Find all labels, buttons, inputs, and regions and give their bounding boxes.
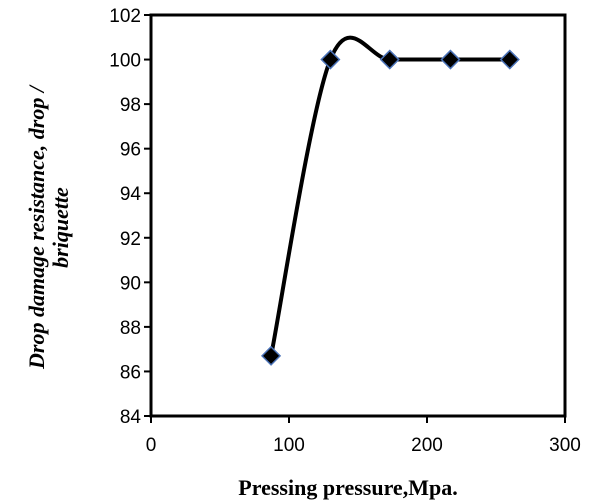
x-tick-label: 100 <box>273 435 305 456</box>
y-tick-label: 100 <box>109 51 141 72</box>
y-axis-title: Drop damage resistance, drop / briquette <box>24 84 73 370</box>
y-tick-label: 92 <box>120 229 141 250</box>
y-tick-label: 96 <box>120 140 141 161</box>
x-tick-label: 300 <box>549 435 581 456</box>
x-tick-labels: 0 100 200 300 <box>146 435 581 456</box>
series-line <box>269 35 512 358</box>
y-tick-label: 90 <box>120 273 141 294</box>
data-markers <box>260 49 520 366</box>
plot-area-frame <box>149 13 567 418</box>
y-tick-label: 88 <box>120 318 141 339</box>
data-point-marker <box>499 49 520 70</box>
y-axis-title-line: Drop damage resistance, drop / <box>24 84 49 370</box>
data-point-marker <box>320 49 341 70</box>
x-tick-label: 0 <box>146 435 157 456</box>
x-axis-title: Pressing pressure,Mpa. <box>238 475 457 500</box>
y-tick-label: 94 <box>120 184 142 205</box>
y-tick-labels: 84 86 88 90 92 94 96 98 100 102 <box>109 6 141 428</box>
y-tick-label: 84 <box>120 407 142 428</box>
data-point-marker <box>440 49 461 70</box>
y-tick-label: 102 <box>109 6 141 27</box>
y-axis-title-line: briquette <box>48 187 73 268</box>
x-tick-label: 200 <box>411 435 443 456</box>
y-tick-label: 98 <box>120 95 141 116</box>
data-point-marker <box>379 49 400 70</box>
y-tick-label: 86 <box>120 362 141 383</box>
data-point-marker <box>260 345 282 366</box>
